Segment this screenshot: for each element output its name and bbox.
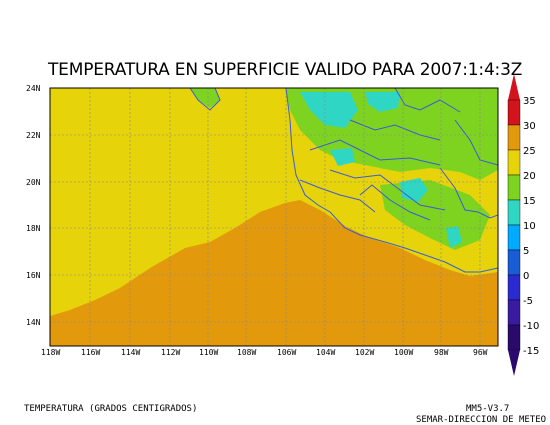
lon-label: 100W	[394, 348, 413, 357]
colorbar-label: 0	[523, 271, 529, 282]
coastlines	[189, 88, 498, 273]
graticule	[50, 88, 498, 346]
lon-label: 114W	[121, 348, 140, 357]
colorbar-segment	[507, 124, 521, 151]
lon-label: 96W	[473, 348, 488, 357]
lon-label: 108W	[237, 348, 256, 357]
lon-label: 116W	[81, 348, 100, 357]
lat-label: 20N	[26, 178, 41, 187]
colorbar-segment	[507, 249, 521, 276]
colorbar-segment	[507, 224, 521, 251]
lon-label: 102W	[355, 348, 374, 357]
colorbar-label: -10	[523, 321, 539, 332]
colorbar-label: 5	[523, 246, 529, 257]
warm-ocean-region	[50, 200, 498, 346]
colorbar-segment	[507, 149, 521, 176]
cold-region-1	[300, 92, 358, 128]
lon-label: 106W	[277, 348, 296, 357]
lon-label: 110W	[199, 348, 218, 357]
map-title: TEMPERATURA EN SUPERFICIE VALIDO PARA 20…	[48, 60, 523, 80]
cool-region-baja	[190, 88, 220, 108]
lat-label: 14N	[26, 318, 41, 327]
lat-label: 16N	[26, 271, 41, 280]
latitude-labels: 24N 22N 20N 18N 16N 14N	[26, 84, 41, 327]
colorbar-segment	[507, 299, 521, 326]
colorbar-label: 30	[523, 121, 536, 132]
institution-caption: SEMAR-DIRECCION DE METEO	[416, 415, 547, 425]
colorbar-label: -5	[523, 296, 533, 307]
lat-label: 18N	[26, 224, 41, 233]
lon-label: 118W	[41, 348, 60, 357]
cold-region-5	[330, 148, 355, 166]
colorbar-segment	[507, 199, 521, 226]
colorbar-segment	[507, 274, 521, 301]
colorbar-label: 25	[523, 146, 536, 157]
lat-label: 24N	[26, 84, 41, 93]
cold-region-2	[365, 92, 400, 112]
plot-frame	[49, 87, 499, 347]
longitude-labels: 118W 116W 114W 112W 110W 108W 106W 104W …	[41, 348, 488, 357]
temperature-field	[50, 88, 498, 346]
colorbar-label: 35	[523, 96, 536, 107]
lon-label: 98W	[434, 348, 449, 357]
colorbar-label: 10	[523, 221, 536, 232]
cold-region-3	[400, 178, 428, 202]
lon-label: 112W	[161, 348, 180, 357]
colorbar-label: 20	[523, 171, 536, 182]
colorbar-labels: 35 30 25 20 15 10 5 0 -5 -10 -15	[523, 96, 539, 357]
colorbar-min-arrow	[508, 350, 520, 376]
colorbar-max-arrow	[508, 74, 520, 100]
lat-label: 22N	[26, 131, 41, 140]
colorbar: 35 30 25 20 15 10 5 0 -5 -10 -15	[507, 74, 539, 376]
variable-caption: TEMPERATURA (GRADOS CENTIGRADOS)	[24, 404, 198, 414]
colorbar-segment	[507, 174, 521, 201]
colorbar-segment	[507, 99, 521, 126]
colorbar-segments	[507, 99, 521, 351]
model-caption: MM5-V3.7	[466, 404, 510, 414]
colorbar-segment	[507, 324, 521, 351]
colorbar-label: 15	[523, 196, 536, 207]
lon-label: 104W	[316, 348, 335, 357]
colorbar-label: -15	[523, 346, 539, 357]
cold-region-4	[446, 226, 462, 248]
